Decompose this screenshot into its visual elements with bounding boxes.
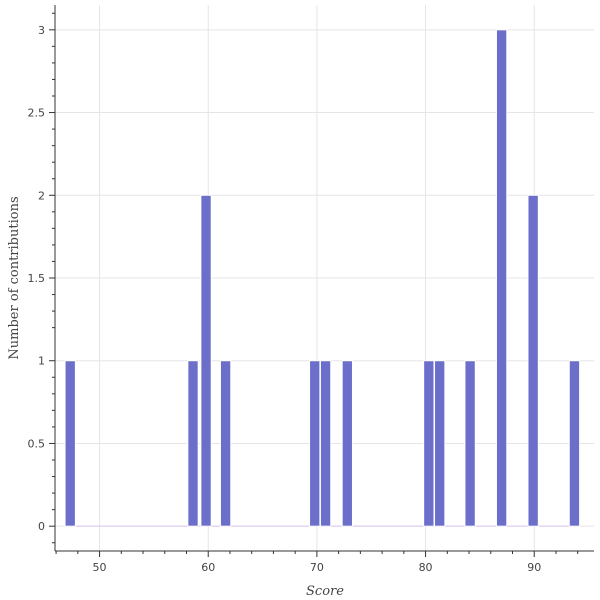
histogram-bar	[200, 194, 212, 527]
y-tick-label: 3	[38, 24, 45, 37]
axes	[49, 5, 594, 557]
y-tick-label: 1.5	[28, 272, 46, 285]
y-tick-label: 0.5	[28, 437, 46, 450]
histogram-bar	[464, 360, 476, 527]
histogram-bar	[423, 360, 435, 527]
bars	[64, 29, 581, 527]
y-tick-label: 2	[38, 189, 45, 202]
x-tick-label: 90	[527, 561, 541, 574]
y-tick-label: 2.5	[28, 107, 46, 120]
histogram-bar	[219, 360, 232, 527]
histogram-bar	[568, 360, 581, 527]
x-tick-label: 80	[419, 561, 433, 574]
histogram-bar	[434, 360, 446, 527]
histogram-bar	[527, 194, 539, 527]
y-axis-title: Number of contributions	[7, 196, 22, 359]
y-tick-label: 1	[38, 355, 45, 368]
x-axis-title: Score	[306, 584, 344, 599]
x-tick-label: 70	[310, 561, 324, 574]
histogram-bar	[309, 360, 321, 527]
tick-labels: 50 60 70 80 90 0 0.5 1 1.5 2 2.5 3	[28, 24, 542, 574]
histogram-bar	[64, 360, 76, 527]
histogram-bar	[319, 360, 332, 527]
x-tick-label: 50	[93, 561, 107, 574]
histogram-bar	[495, 29, 508, 527]
histogram-bar	[187, 360, 199, 527]
histogram-bar	[341, 360, 353, 527]
x-tick-label: 60	[201, 561, 215, 574]
y-tick-label: 0	[38, 520, 45, 533]
